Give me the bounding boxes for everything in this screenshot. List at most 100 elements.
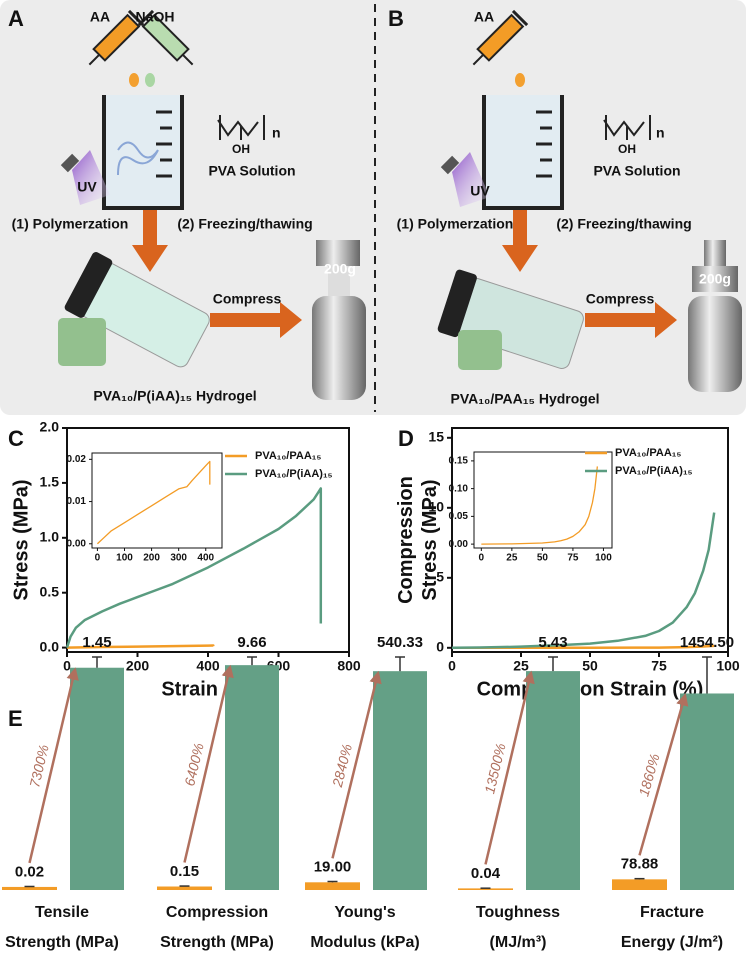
y-tick-label: 5 [436,569,444,585]
weight-label: 200g [324,261,356,277]
y-tick-label: 0.15 [449,456,469,467]
y-tick-label: 0.01 [67,496,87,507]
schematic-b [437,9,742,392]
line-series [65,487,323,648]
line-series [96,460,211,545]
y-tick-label: 0.0 [40,638,60,654]
x-axis-label: Compression Strain (%) [477,678,704,700]
reagent: AA [474,9,494,25]
product-label: PVA₁₀/PAA₁₅ Hydrogel [450,391,599,407]
increase-arrow [183,664,234,863]
panel-label: C [8,426,24,451]
value-label: 0.15 [170,863,199,880]
x-tick-label: 300 [170,553,187,564]
x-tick-label: 0 [448,658,456,674]
step-label: (1) Polymerzation [12,216,129,232]
product-label: PVA₁₀/P(iAA)₁₅ Hydrogel [93,388,256,404]
y-tick-label: 0.00 [67,538,87,549]
value-label: 1454.50 [680,634,734,651]
schematic-a [58,9,366,400]
x-tick-label: 75 [651,658,667,674]
error-bar [92,656,102,668]
uv-label: UV [77,179,97,195]
bar [526,671,580,890]
x-tick-label: 0 [63,658,71,674]
step-label: (2) Freezing/thawing [177,216,312,232]
y-tick-label: 15 [428,429,444,445]
bar [373,671,427,890]
side-group: OH [618,142,636,156]
category-label: Tensile Strength (MPa) [5,904,119,951]
value-label: 9.66 [237,634,266,651]
value-label: 0.04 [471,865,501,882]
step-label: (2) Freezing/thawing [556,216,691,232]
x-tick-label: 0 [479,553,485,564]
value-label: 1.45 [82,634,111,651]
repeat-index: n [656,125,665,141]
action-label: Compress [213,291,282,307]
panel-label: D [398,426,414,451]
reagent: NaOH [136,9,175,25]
value-label: 5.43 [538,634,567,651]
legend-label: PVA₁₀/P(iAA)₁₅ [615,465,693,477]
bar [157,886,212,890]
y-tick-label: 2.0 [40,419,60,435]
x-tick-label: 100 [595,553,612,564]
bar [612,879,667,890]
x-tick-label: 200 [143,553,160,564]
reagent: AA [90,9,110,25]
repeat-index: n [272,125,281,141]
weight-label: 200g [699,271,731,287]
value-label: 0.02 [15,863,44,880]
panel-label: E [8,706,23,731]
x-tick-label: 100 [116,553,133,564]
y-tick-label: 1.0 [40,529,60,545]
x-tick-label: 0 [95,553,101,564]
line-series [451,644,715,650]
inset-frame [473,451,613,549]
panel-label: A [8,6,24,31]
x-tick-label: 75 [567,553,579,564]
error-bar [247,656,257,666]
line-series [66,644,215,649]
error-bar [327,880,338,883]
step-label: (1) Polymerzation [397,216,514,232]
y-tick-label: 0.10 [449,483,469,494]
x-tick-label: 50 [537,553,549,564]
line-series [481,466,598,545]
error-bar [634,877,645,880]
increase-arrow [331,670,382,859]
uv-label: UV [470,183,490,199]
line-series [451,512,716,650]
category-label: Fracture Energy (J/m²) [620,904,724,951]
bar [305,882,360,890]
bar [225,665,279,890]
category-label: Toughness (MJ/m³) [475,904,561,951]
error-bar [702,656,712,694]
x-tick-label: 100 [716,658,740,674]
side-group: OH [232,142,250,156]
y-tick-label: 0 [436,639,444,655]
x-tick-label: 200 [126,658,150,674]
legend-label: PVA₁₀/PAA₁₅ [255,450,321,462]
y-tick-label: 0.02 [67,454,87,465]
inset-frame [91,452,223,549]
y-axis-label: Stress (MPa) [10,479,32,600]
error-bar [395,656,405,672]
bar [680,693,734,890]
category-label: Compression Strength (MPa) [160,904,274,951]
x-tick-label: 800 [337,658,361,674]
y-axis-label: Compression Stress (MPa) [395,476,441,604]
y-tick-label: 0.5 [40,583,60,599]
increase-arrow [484,670,535,865]
error-bar [548,656,558,672]
legend-label: PVA₁₀/PAA₁₅ [615,447,681,459]
panel-label: B [388,6,404,31]
x-tick-label: 400 [196,658,220,674]
y-tick-label: 0.00 [449,539,469,550]
bar [2,886,57,890]
legend-label: PVA₁₀/P(iAA)₁₅ [255,468,333,480]
bar [70,667,124,890]
